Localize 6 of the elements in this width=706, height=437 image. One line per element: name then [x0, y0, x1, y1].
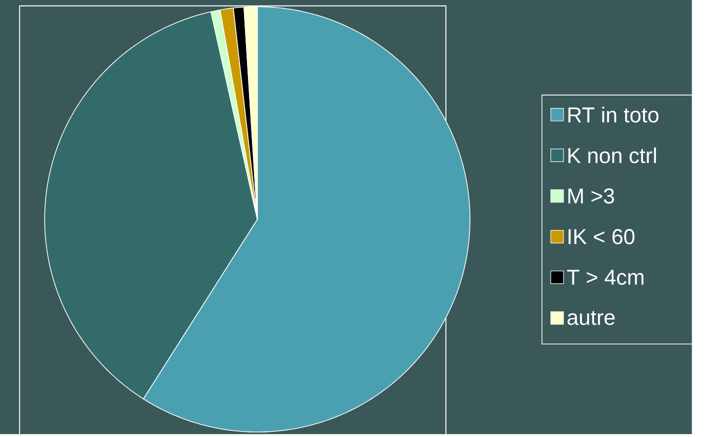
legend-label: RT in toto	[568, 106, 658, 123]
legend-label: autre	[568, 311, 615, 326]
legend-label: T > 4cm	[567, 270, 644, 286]
legend-label: M >3	[568, 188, 614, 204]
legend-label: IK < 60	[568, 229, 634, 244]
legend-label: K non ctrl	[568, 148, 656, 164]
